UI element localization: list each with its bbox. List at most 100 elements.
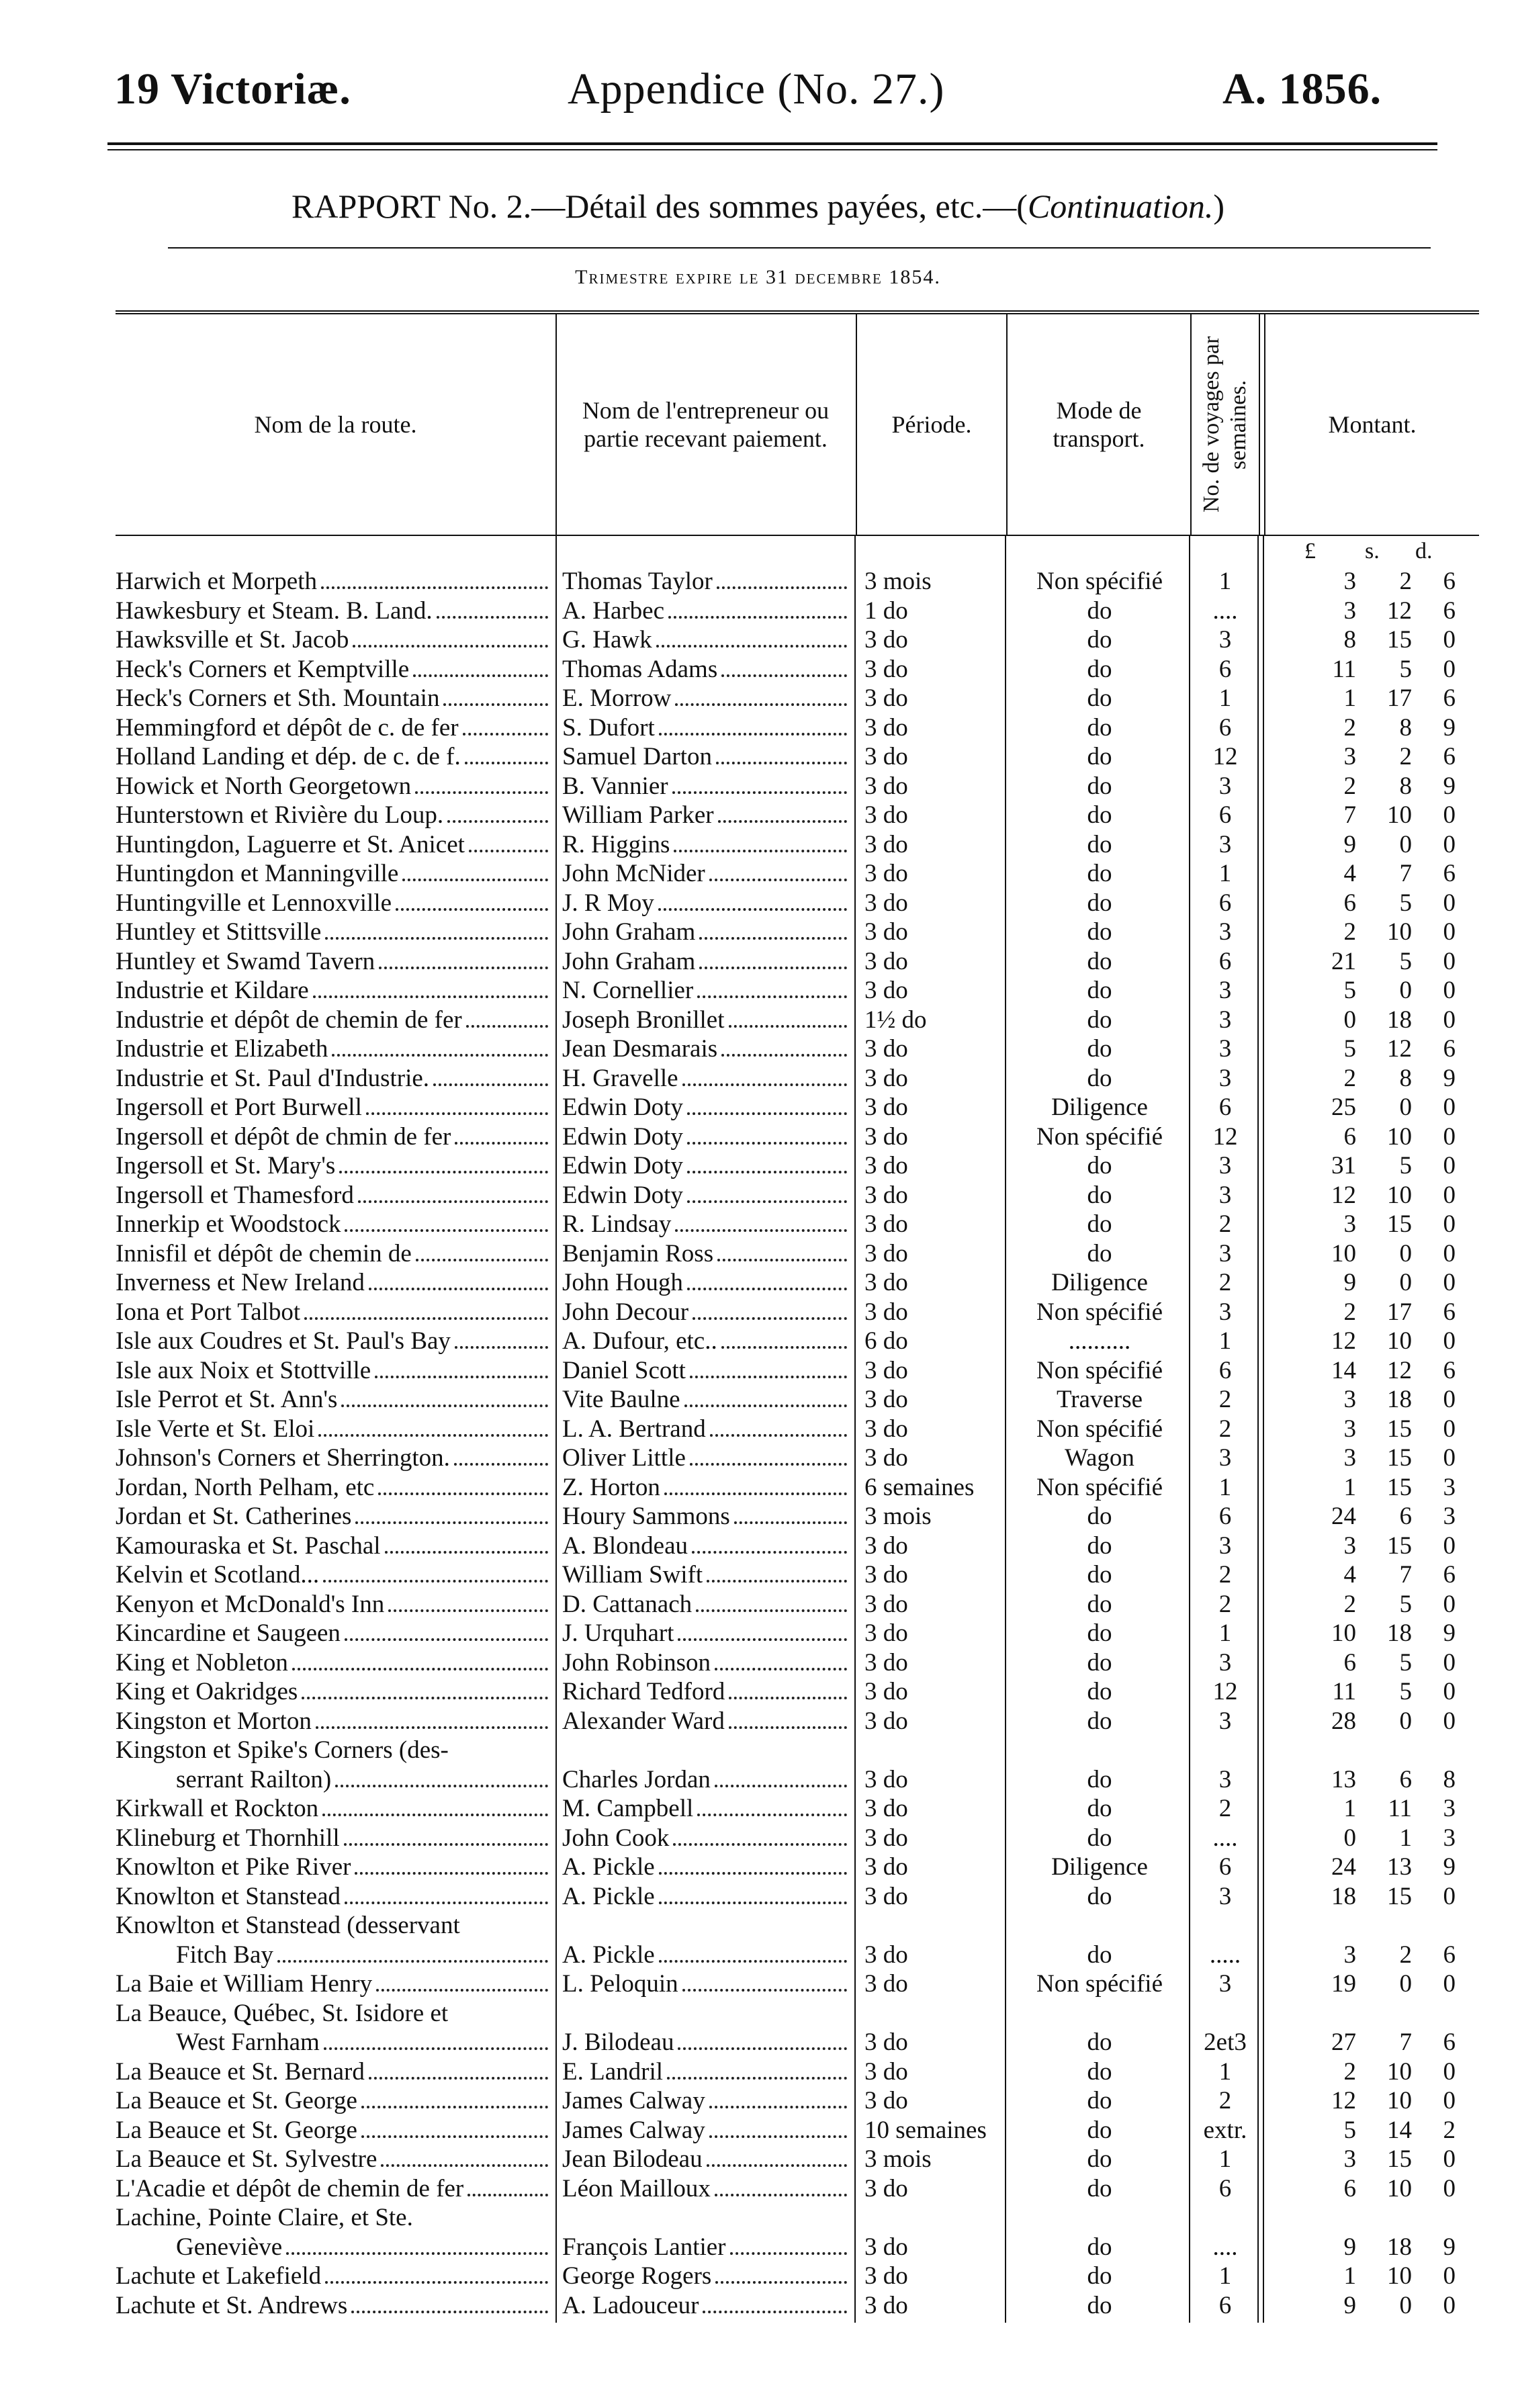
voyages-text: 1 <box>1218 860 1232 887</box>
route-text: Innisfil et dépôt de chemin de <box>116 1239 412 1267</box>
dot-leader <box>658 732 847 735</box>
cell-l: 5 <box>1265 1034 1357 1064</box>
table-row: Holland Landing et dép. de c. de f. Samue… <box>116 742 1479 772</box>
dot-leader <box>357 1200 548 1203</box>
cell-route: Heck's Corners et Kemptville <box>116 655 552 684</box>
cell-l: 18 <box>1265 1882 1356 1912</box>
period-text: 3 do <box>864 1094 908 1121</box>
cell-voyages: 1 <box>1193 567 1257 596</box>
cell-l: 2 <box>1265 2057 1357 2087</box>
dot-leader <box>682 1989 847 1992</box>
cell-d: 6 <box>1415 1560 1456 1590</box>
cell-mode: do <box>1009 742 1190 772</box>
table-row: Isle aux Coudres et St. Paul's Bay A. Duf… <box>116 1327 1479 1356</box>
d-text: 0 <box>1443 977 1456 1004</box>
cell-contractor: Edwin Doty <box>562 1093 851 1122</box>
contractor-text: Samuel Darton <box>562 743 712 770</box>
cell-period: 3 mois <box>864 2145 1006 2174</box>
period-text: 1 do <box>864 596 908 625</box>
cell-s: 0 <box>1358 1239 1413 1269</box>
cell-period: 3 mois <box>864 567 1006 596</box>
dot-leader <box>697 995 847 998</box>
table-row: King et Oakridges Richard Tedford 3 do do 12… <box>116 1677 1479 1707</box>
route-line-1: Lachine, Pointe Claire, et Ste. <box>116 2203 552 2233</box>
s-text: 15 <box>1387 1473 1412 1501</box>
cell-period: 3 do <box>864 1969 1006 1999</box>
cell-route: Kelvin et Scotland... <box>116 1560 552 1590</box>
voyages-text: 12 <box>1212 743 1238 770</box>
cell-s: 15 <box>1358 1882 1412 1912</box>
cell-mode: Non spécifié <box>1009 1122 1190 1152</box>
period-text: 3 do <box>864 772 908 800</box>
dot-leader <box>658 907 847 911</box>
d-text: 0 <box>1443 889 1456 917</box>
contractor-text: Alexander Ward <box>562 1707 725 1735</box>
cell-l: 6 <box>1265 2174 1357 2204</box>
route2-text: Geneviève <box>176 2233 283 2261</box>
s-text: 15 <box>1387 626 1412 654</box>
cell-mode: do <box>1009 1765 1190 1795</box>
cell-period: 6 semaines <box>864 1473 1006 1503</box>
cell-voyages: 3 <box>1193 1707 1257 1736</box>
dot-leader <box>717 820 847 823</box>
cell-s: 5 <box>1358 1677 1413 1707</box>
cell-route: Klineburg et Thornhill <box>116 1824 552 1853</box>
unit-shillings: s. <box>1365 539 1380 564</box>
cell-mode: do <box>1009 2291 1190 2321</box>
period-text: 3 do <box>864 1444 908 1472</box>
cell-mode: do <box>1009 976 1190 1006</box>
contractor-text: A. Ladouceur <box>562 2291 699 2319</box>
cell-period: 3 do <box>864 1239 1006 1269</box>
l-text: 6 <box>1343 1122 1357 1151</box>
l-text: 0 <box>1343 1006 1357 1034</box>
cell-mode: do <box>1009 1034 1190 1064</box>
cell-s: 15 <box>1358 1210 1412 1239</box>
table-row: Huntley et Stittsville John Graham 3 do do 3… <box>116 918 1479 947</box>
cell-mode: Non spécifié <box>1009 567 1190 596</box>
period-text: 3 do <box>864 1239 908 1267</box>
cell-s: 17 <box>1358 1298 1412 1327</box>
cell-mode: do <box>1009 2028 1190 2057</box>
cell-d: 0 <box>1415 1648 1456 1678</box>
period-text: 3 do <box>864 830 908 858</box>
cell-l: 4 <box>1265 859 1357 889</box>
cell-route: Kingston et Morton <box>116 1707 552 1736</box>
header-rule-top <box>107 142 1437 145</box>
period-text: 3 do <box>864 655 908 683</box>
voyages-text: 6 <box>1218 1503 1232 1530</box>
cell-voyages: 3 <box>1193 1034 1257 1064</box>
dot-leader <box>365 1112 548 1115</box>
voyages-text: 6 <box>1218 2174 1232 2202</box>
cell-l: 9 <box>1265 830 1357 860</box>
l-text: 5 <box>1343 2116 1357 2144</box>
cell-mode: Non spécifié <box>1009 1356 1190 1386</box>
cell-l: 12 <box>1265 1181 1356 1210</box>
cell-contractor: James Calway <box>562 2116 851 2145</box>
dot-leader <box>292 1667 548 1670</box>
cell-s: 5 <box>1358 1151 1413 1181</box>
cell-d: 3 <box>1415 1794 1456 1824</box>
cell-period: 3 do <box>864 801 1006 830</box>
route-text: Lachine, Pointe Claire, et Ste. <box>116 2204 413 2231</box>
route-text: Ingersoll et Port Burwell <box>116 1094 362 1121</box>
report-title-italic: Continuation. <box>1027 187 1214 225</box>
dot-leader <box>693 1317 847 1320</box>
cell-d: 0 <box>1415 1093 1456 1122</box>
cell-period: 3 do <box>864 2233 1006 2262</box>
column-divider <box>854 536 856 2323</box>
cell-l: 11 <box>1265 655 1356 684</box>
s-text: 7 <box>1399 860 1413 887</box>
voyages-text: 6 <box>1218 713 1232 742</box>
d-text: 0 <box>1443 1678 1456 1705</box>
cell-period: 3 do <box>864 947 1006 977</box>
cell-contractor: Joseph Bronillet <box>562 1006 851 1035</box>
l-text: 5 <box>1343 1035 1357 1063</box>
cell-contractor: George Rogers <box>562 2262 851 2291</box>
d-text: 0 <box>1443 2291 1456 2319</box>
report-title-text: RAPPORT No. 2.—Détail des sommes payées,… <box>291 187 1028 225</box>
table-row: Ingersoll et dépôt de chmin de fer Edwin … <box>116 1122 1479 1152</box>
voyages-text: 12 <box>1212 1122 1238 1151</box>
cell-period: 3 do <box>864 1093 1006 1122</box>
contractor-text: George Rogers <box>562 2262 712 2290</box>
contractor-text: Z. Horton <box>562 1473 660 1501</box>
